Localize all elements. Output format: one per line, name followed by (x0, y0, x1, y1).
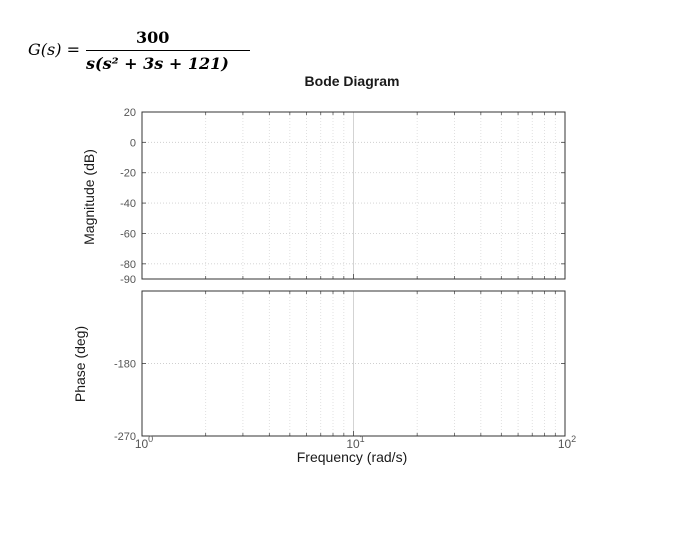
formula-numerator: 300 (136, 28, 170, 47)
y-tick-label: -180 (114, 359, 136, 371)
y-tick-label: -80 (120, 259, 136, 271)
x-tick-exponent: 2 (571, 434, 576, 444)
phase-axis-label: Phase (deg) (72, 326, 88, 402)
formula-lhs: G(s) = (28, 40, 80, 59)
formula-denominator: s(s² + 3s + 121) (86, 54, 229, 73)
x-tick-label: 100 (135, 434, 153, 451)
y-tick-label: 20 (124, 107, 136, 119)
phase-panel: -180 -270 (114, 290, 566, 443)
magnitude-axis-label: Magnitude (dB) (81, 149, 97, 245)
y-tick-label: -90 (120, 274, 136, 286)
phase-axes-box (141, 290, 566, 437)
y-tick-label: -60 (120, 228, 136, 240)
y-tick-label: -270 (114, 431, 136, 443)
magnitude-axes-box (141, 111, 566, 280)
x-tick-label: 101 (346, 434, 364, 451)
x-tick-base: 10 (558, 437, 572, 451)
x-axis: 100 101 102 (135, 434, 576, 451)
fraction-bar (86, 50, 250, 51)
chart-title: Bode Diagram (305, 73, 400, 89)
y-tick-label: -20 (120, 168, 136, 180)
y-tick-label: -40 (120, 198, 136, 210)
x-tick-base: 10 (135, 437, 149, 451)
magnitude-panel: 20 0 -20 -40 -60 -80 -90 (120, 107, 566, 286)
y-tick-label: 0 (130, 137, 136, 149)
x-tick-exponent: 0 (148, 434, 153, 444)
x-tick-exponent: 1 (360, 434, 365, 444)
x-tick-base: 10 (346, 437, 360, 451)
x-tick-label: 102 (558, 434, 576, 451)
x-axis-label: Frequency (rad/s) (297, 449, 407, 465)
